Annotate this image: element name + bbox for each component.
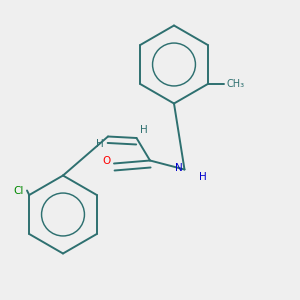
Text: O: O <box>103 156 111 166</box>
Text: N: N <box>175 163 183 173</box>
Text: H: H <box>140 125 148 136</box>
Text: Cl: Cl <box>14 185 24 196</box>
Text: CH₃: CH₃ <box>226 79 244 89</box>
Text: H: H <box>200 172 207 182</box>
Text: H: H <box>96 139 104 149</box>
